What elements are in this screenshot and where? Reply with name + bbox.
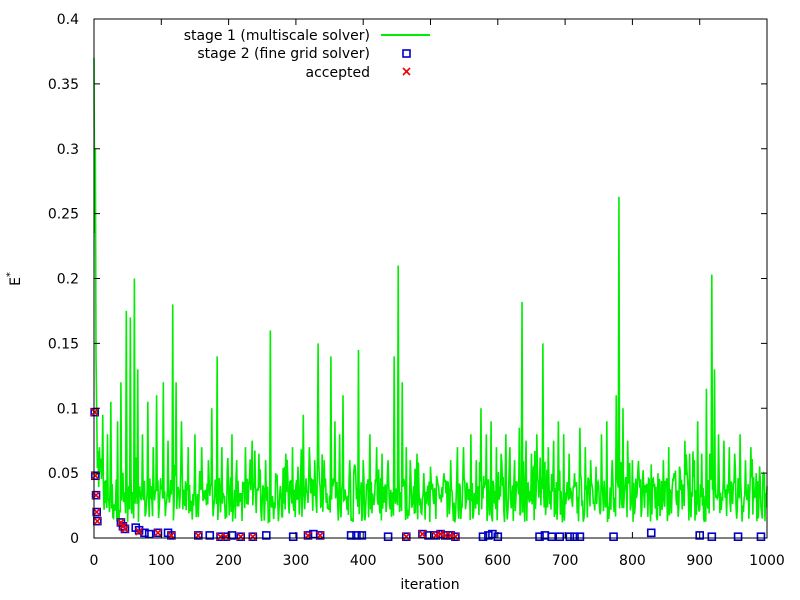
- x-tick-label: 700: [552, 553, 579, 569]
- accepted-marker: [418, 530, 427, 539]
- accepted-marker: [236, 532, 245, 541]
- accepted-marker: [90, 408, 99, 417]
- stage2-marker: [555, 532, 565, 542]
- y-tick-label: 0: [70, 531, 79, 547]
- stage2-marker: [205, 531, 215, 540]
- x-tick-label: 800: [619, 553, 646, 569]
- y-tick-label: 0.1: [57, 401, 79, 417]
- accepted-marker: [248, 532, 257, 541]
- y-tick-label: 0.2: [57, 272, 79, 288]
- stage2-marker: [91, 490, 101, 500]
- accepted-marker: [436, 530, 445, 539]
- x-axis-ticks: 0 100 200 300 400 500 600 700 800 900 1000: [90, 19, 785, 569]
- stage2-marker: [707, 532, 717, 542]
- legend-swatch-accepted: [402, 67, 411, 76]
- legend-label-stage1: stage 1 (multiscale solver): [184, 28, 370, 44]
- stage2-marker: [478, 532, 488, 542]
- y-axis-label-main: E: [8, 277, 24, 286]
- stage2-marker: [570, 532, 579, 542]
- stage2-marker: [221, 532, 231, 542]
- stage2-marker: [194, 531, 203, 540]
- y-axis-label-superscript: *: [5, 272, 16, 277]
- stage2-marker: [575, 532, 585, 542]
- stage2-marker: [216, 532, 225, 542]
- stage2-marker: [134, 525, 144, 535]
- stage2-marker: [401, 532, 411, 542]
- stage2-marker: [535, 532, 544, 542]
- y-tick-label: 0.4: [57, 12, 79, 28]
- plot-area: [94, 19, 767, 538]
- x-tick-label: 500: [417, 553, 444, 569]
- stage2-marker: [352, 531, 361, 540]
- x-tick-label: 400: [350, 553, 377, 569]
- legend-swatch-stage2: [402, 49, 411, 58]
- stage1-series-group: [93, 57, 768, 524]
- stage2-marker: [756, 532, 766, 542]
- accepted-marker: [135, 527, 144, 536]
- stage2-marker: [346, 531, 356, 540]
- y-tick-label: 0.25: [48, 207, 79, 223]
- x-tick-label: 600: [484, 553, 511, 569]
- stage2-marker: [547, 532, 556, 542]
- y-axis-ticks: 0 0.05 0.1 0.15 0.2 0.25 0.3 0.35 0.4: [48, 12, 767, 547]
- y-tick-label: 0.35: [48, 77, 79, 93]
- stage2-marker: [695, 531, 705, 540]
- stage2-marker: [288, 532, 298, 542]
- stage2-marker: [261, 531, 271, 540]
- stage2-marker: [383, 532, 393, 542]
- x-tick-label: 200: [215, 553, 242, 569]
- accepted-marker: [93, 517, 102, 526]
- y-tick-label: 0.3: [57, 142, 79, 158]
- stage2-marker: [167, 531, 176, 540]
- x-tick-label: 1000: [749, 553, 785, 569]
- y-axis-label-group: E*: [5, 272, 24, 286]
- x-axis-label: iteration: [400, 577, 459, 593]
- stage2-marker: [646, 528, 656, 538]
- x-tick-label: 100: [148, 553, 175, 569]
- stage2-marker: [91, 471, 100, 481]
- accepted-marker: [402, 532, 411, 541]
- x-tick-label: 0: [90, 553, 99, 569]
- legend-label-stage2: stage 2 (fine grid solver): [197, 46, 370, 62]
- y-tick-label: 0.15: [48, 336, 79, 352]
- stage2-marker: [248, 532, 258, 542]
- accepted-marker: [451, 532, 460, 541]
- stage2-marker: [236, 532, 246, 542]
- x-tick-label: 300: [283, 553, 310, 569]
- stage2-marker: [303, 531, 313, 540]
- accepted-marker: [120, 524, 130, 533]
- stage2-marker: [609, 532, 618, 542]
- stage1-line: [93, 57, 768, 524]
- x-tick-label: 900: [686, 553, 713, 569]
- stage2-marker: [565, 532, 575, 542]
- accepted-marker: [153, 528, 163, 537]
- accepted-marker: [116, 518, 125, 527]
- chart-legend: stage 1 (multiscale solver) stage 2 (fin…: [184, 28, 430, 81]
- stage2-marker: [315, 531, 325, 540]
- y-axis-label: E*: [5, 272, 24, 286]
- stage2-marker: [92, 507, 101, 517]
- y-tick-label: 0.05: [48, 466, 79, 482]
- stage2-marker: [733, 532, 743, 542]
- legend-label-accepted: accepted: [306, 65, 370, 81]
- stage2-marker: [357, 531, 367, 540]
